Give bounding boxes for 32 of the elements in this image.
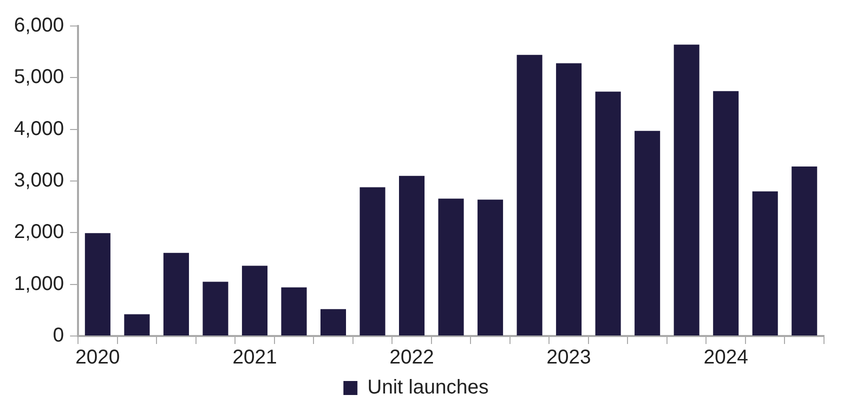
bar — [595, 92, 621, 336]
bar — [752, 191, 778, 336]
x-tick-label: 2021 — [232, 346, 277, 369]
x-tick-label: 2024 — [704, 346, 748, 369]
y-tick-label: 2,000 — [14, 221, 64, 244]
y-tick-label: 0 — [52, 324, 64, 347]
bar — [792, 166, 818, 336]
bar — [399, 176, 425, 336]
bar — [281, 287, 307, 336]
x-tick-label: 2020 — [75, 346, 120, 369]
y-tick-label: 6,000 — [14, 14, 64, 37]
x-tick-label: 2022 — [390, 346, 434, 369]
y-tick-label: 4,000 — [14, 118, 64, 140]
legend-label: Unit launches — [367, 376, 489, 399]
y-tick-label: 1,000 — [14, 272, 64, 295]
bar — [438, 198, 464, 336]
bar — [713, 91, 739, 336]
bar — [124, 314, 150, 336]
bar — [556, 63, 582, 336]
x-tick-label: 2023 — [546, 346, 592, 369]
bar — [516, 54, 542, 336]
bar — [674, 44, 700, 336]
bar — [202, 282, 228, 336]
bar — [163, 252, 189, 336]
y-tick-label: 3,000 — [14, 170, 64, 192]
bar — [84, 233, 110, 336]
bar — [634, 130, 660, 336]
y-tick-label: 5,000 — [14, 66, 64, 88]
bar — [360, 187, 386, 336]
bar — [242, 266, 268, 336]
bar — [320, 309, 346, 336]
bar — [478, 200, 504, 336]
